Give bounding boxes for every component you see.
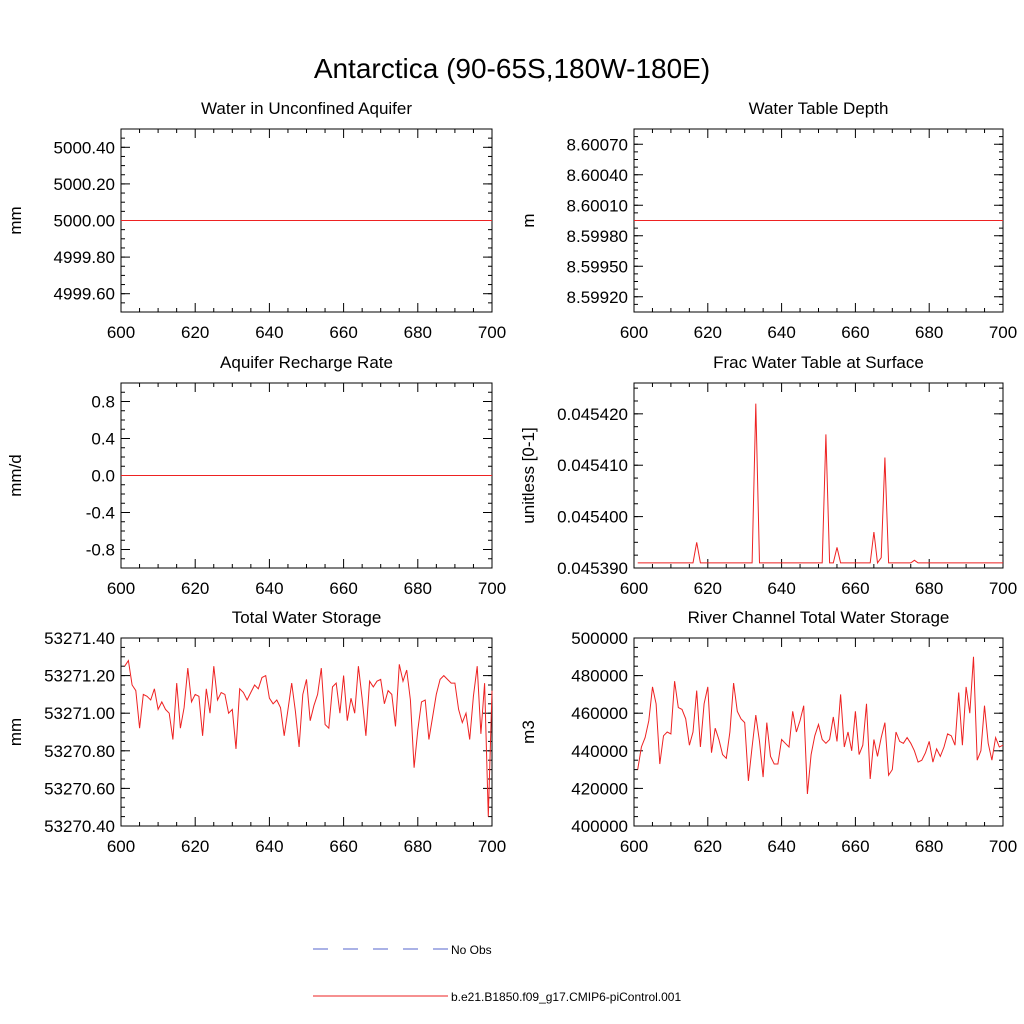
legend: No Obs b.e21.B1850.f09_g17.CMIP6-piContr… <box>313 943 681 1004</box>
x-tick-label: 640 <box>255 323 283 342</box>
y-tick-label: 0.045410 <box>557 456 628 475</box>
y-tick-label: 420000 <box>571 779 628 798</box>
x-tick-label: 680 <box>915 579 943 598</box>
y-tick-label: 53271.00 <box>44 704 115 723</box>
y-tick-label: 0.0 <box>91 467 115 486</box>
y-tick-label: 8.59920 <box>567 288 628 307</box>
y-tick-label: 53271.20 <box>44 667 115 686</box>
series-line <box>124 659 493 817</box>
x-tick-label: 620 <box>181 837 209 856</box>
panel-4: Frac Water Table at Surface 600 620 640 660 6… <box>519 353 1017 598</box>
y-axis-label: unitless [0-1] <box>519 427 538 523</box>
x-tick-label: 640 <box>255 579 283 598</box>
x-tick-label: 620 <box>181 579 209 598</box>
y-tick-label: 8.60040 <box>567 166 628 185</box>
x-tick-label: 700 <box>989 579 1017 598</box>
y-tick-label: 8.60010 <box>567 196 628 215</box>
x-tick-label: 640 <box>767 837 795 856</box>
y-tick-label: 53270.40 <box>44 817 115 836</box>
y-tick-label: 5000.00 <box>54 212 115 231</box>
y-tick-label: 400000 <box>571 817 628 836</box>
x-tick-label: 700 <box>989 323 1017 342</box>
y-axis-label: mm <box>6 206 25 234</box>
x-tick-label: 620 <box>694 579 722 598</box>
y-axis-label: m3 <box>519 720 538 744</box>
y-tick-label: 8.59950 <box>567 257 628 276</box>
x-tick-label: 700 <box>478 579 506 598</box>
y-tick-label: 0.045420 <box>557 405 628 424</box>
y-tick-label: 8.59980 <box>567 227 628 246</box>
plot-frame <box>633 382 1004 569</box>
x-tick-label: 600 <box>107 579 135 598</box>
x-tick-label: 660 <box>841 837 869 856</box>
x-tick-label: 660 <box>329 579 357 598</box>
panel-title: Aquifer Recharge Rate <box>220 353 393 372</box>
x-tick-label: 680 <box>404 579 432 598</box>
y-tick-label: -0.8 <box>86 541 115 560</box>
series-line <box>637 403 1003 565</box>
y-tick-label: 53271.40 <box>44 629 115 648</box>
x-tick-label: 600 <box>107 837 135 856</box>
legend-label-model: b.e21.B1850.f09_g17.CMIP6-piControl.001 <box>451 990 681 1004</box>
y-tick-label: -0.4 <box>86 504 115 523</box>
x-tick-label: 680 <box>404 323 432 342</box>
x-tick-label: 620 <box>694 837 722 856</box>
y-tick-label: 0.045390 <box>557 559 628 578</box>
x-tick-label: 600 <box>620 837 648 856</box>
panel-title: Total Water Storage <box>232 608 382 627</box>
x-tick-label: 620 <box>181 323 209 342</box>
panel-5: Total Water Storage 600 620 640 660 680 700 532… <box>6 608 506 856</box>
panel-title: Water Table Depth <box>749 99 889 118</box>
y-tick-label: 5000.20 <box>54 175 115 194</box>
x-tick-label: 660 <box>329 837 357 856</box>
y-tick-label: 500000 <box>571 629 628 648</box>
y-tick-label: 440000 <box>571 742 628 761</box>
panel-title: River Channel Total Water Storage <box>688 608 950 627</box>
x-tick-label: 700 <box>989 837 1017 856</box>
y-tick-label: 5000.40 <box>54 138 115 157</box>
panel-title: Water in Unconfined Aquifer <box>201 99 412 118</box>
x-tick-label: 640 <box>255 837 283 856</box>
x-tick-label: 660 <box>841 323 869 342</box>
y-tick-label: 8.60070 <box>567 135 628 154</box>
panels: Water in Unconfined Aquifer 600 620 640 660 6… <box>6 99 1017 856</box>
x-tick-label: 640 <box>767 323 795 342</box>
x-tick-label: 700 <box>478 323 506 342</box>
figure-title: Antarctica (90-65S,180W-180E) <box>314 53 710 84</box>
x-tick-label: 660 <box>841 579 869 598</box>
x-tick-label: 680 <box>404 837 432 856</box>
y-tick-label: 53270.60 <box>44 779 115 798</box>
series-line <box>637 656 1004 795</box>
legend-label-no-obs: No Obs <box>451 943 492 957</box>
panel-3: Aquifer Recharge Rate 600 620 640 660 680 700 -… <box>6 353 506 598</box>
x-tick-label: 660 <box>329 323 357 342</box>
y-tick-label: 4999.80 <box>54 248 115 267</box>
x-tick-label: 600 <box>107 323 135 342</box>
y-axis-label: m <box>519 213 538 227</box>
y-tick-label: 0.4 <box>91 430 115 449</box>
x-tick-label: 600 <box>620 579 648 598</box>
y-tick-label: 460000 <box>571 704 628 723</box>
plot-frame <box>120 637 493 827</box>
y-tick-label: 0.045400 <box>557 508 628 527</box>
x-tick-label: 640 <box>767 579 795 598</box>
y-tick-label: 4999.60 <box>54 285 115 304</box>
x-tick-label: 680 <box>915 837 943 856</box>
x-tick-label: 600 <box>620 323 648 342</box>
x-tick-label: 680 <box>915 323 943 342</box>
y-axis-label: mm/d <box>6 454 25 497</box>
x-tick-label: 620 <box>694 323 722 342</box>
y-tick-label: 0.8 <box>91 393 115 412</box>
panel-1: Water in Unconfined Aquifer 600 620 640 660 6… <box>6 99 506 342</box>
panel-6: River Channel Total Water Storage 600 620 6… <box>519 608 1017 856</box>
x-tick-label: 700 <box>478 837 506 856</box>
y-tick-label: 480000 <box>571 667 628 686</box>
panel-2: Water Table Depth 600 620 640 660 680 700 8.599… <box>519 99 1017 342</box>
y-axis-label: mm <box>6 718 25 746</box>
panel-title: Frac Water Table at Surface <box>713 353 924 372</box>
y-tick-label: 53270.80 <box>44 742 115 761</box>
plot-frame <box>633 637 1004 827</box>
